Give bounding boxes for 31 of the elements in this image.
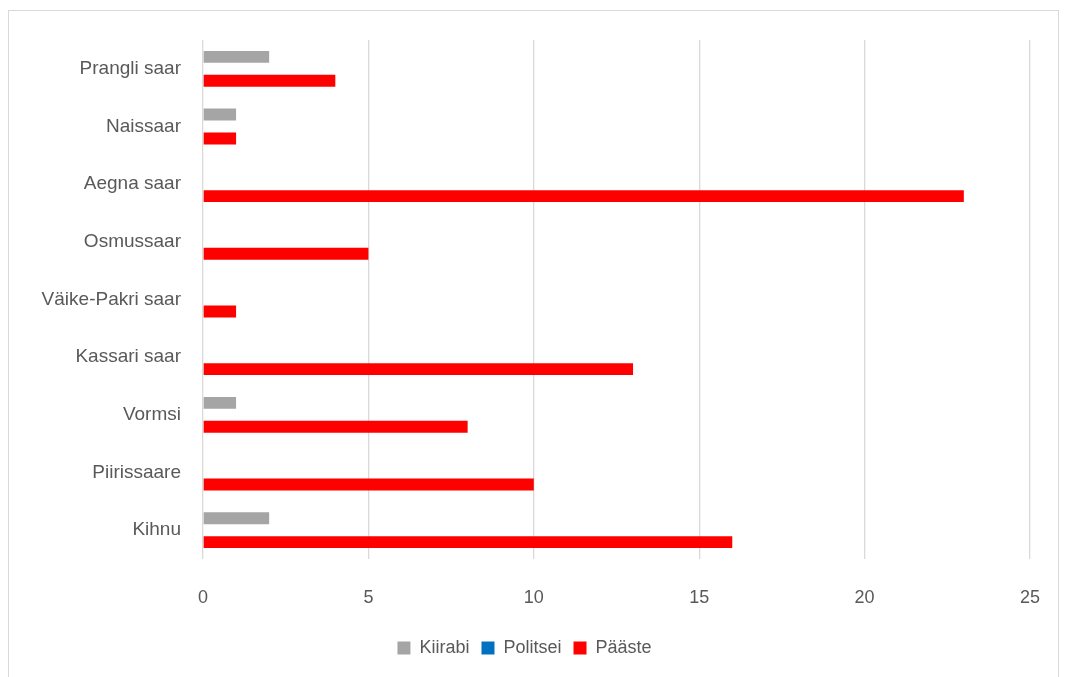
legend-label: Politsei: [503, 636, 562, 657]
y-tick-label: Väike-Pakri saar: [41, 287, 182, 309]
x-tick-label: 0: [197, 586, 209, 607]
y-tick-label: Prangli saar: [79, 57, 182, 79]
x-tick-label: 25: [1019, 586, 1040, 607]
bar: [203, 536, 733, 549]
y-tick-label: Osmussaar: [83, 230, 182, 252]
y-tick-label: Kihnu: [132, 518, 181, 540]
bar: [203, 478, 534, 491]
y-tick-label: Kassari saar: [75, 345, 182, 367]
bar: [203, 50, 270, 63]
legend-label: Kiirabi: [419, 636, 470, 657]
y-tick-label: Naissaar: [106, 114, 182, 136]
x-tick-label: 5: [363, 586, 374, 607]
bar: [203, 512, 270, 525]
bar: [203, 132, 237, 145]
bar: [203, 420, 468, 433]
bar: [203, 190, 964, 203]
x-tick-label: 10: [523, 586, 544, 607]
y-tick-label: Piirissaare: [92, 460, 181, 482]
bar: [203, 305, 237, 318]
legend-label: Pääste: [595, 636, 652, 657]
x-tick-label: 15: [689, 586, 710, 607]
y-tick-label: Vormsi: [122, 403, 181, 425]
bar: [203, 363, 634, 376]
bar: [203, 74, 336, 87]
bar: [203, 247, 369, 260]
y-tick-label: Aegna saar: [83, 172, 182, 194]
bar: [203, 396, 237, 409]
bar: [203, 108, 237, 121]
x-tick-label: 20: [854, 586, 875, 607]
